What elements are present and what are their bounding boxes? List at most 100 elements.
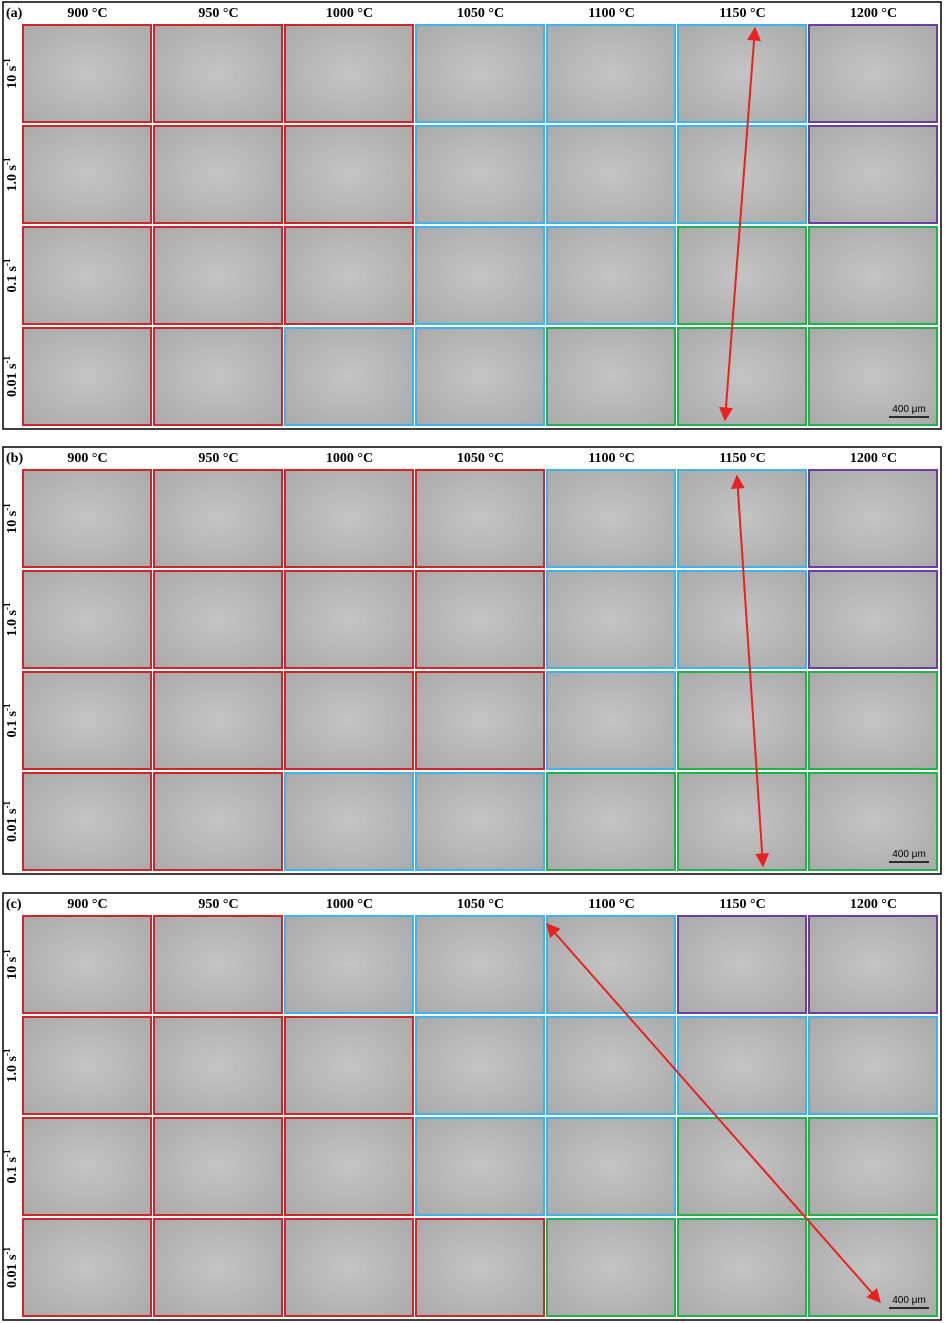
row-label-sup: -1: [2, 503, 12, 511]
micrograph: [546, 125, 676, 224]
row-label-text: 0.01 s: [5, 1254, 20, 1288]
column-header: 1100 °C: [588, 6, 634, 21]
micrograph: [22, 570, 152, 669]
row-label-sup: -1: [2, 58, 12, 66]
micrograph: [153, 1218, 283, 1317]
column-header: 1000 °C: [326, 6, 373, 21]
micrograph: [546, 570, 676, 669]
row-label-text: 10 s: [5, 510, 20, 534]
row-label: 0.01 s-1: [2, 1247, 20, 1288]
panel-label: (a): [6, 6, 23, 21]
micrograph: [808, 226, 938, 325]
row-label-sup: -1: [2, 801, 12, 809]
trend-arrow: [718, 26, 762, 422]
micrograph: [415, 915, 545, 1014]
panel: (b) 900 °C 950 °C 1000 °C 1050 °C 1100 °C 1150…: [2, 446, 942, 875]
micrograph: [546, 1218, 676, 1317]
row-label: 10 s-1: [2, 58, 20, 89]
column-header: 1150 °C: [719, 6, 765, 21]
micrograph: [284, 671, 414, 770]
micrograph: [153, 1016, 283, 1115]
column-header: 950 °C: [198, 451, 238, 466]
column-header: 1000 °C: [326, 897, 373, 912]
column-header: 1200 °C: [850, 6, 897, 21]
row-label: 0.1 s-1: [2, 1149, 20, 1183]
micrograph: [808, 772, 938, 871]
micrograph: [808, 671, 938, 770]
micrograph: [284, 469, 414, 568]
micrograph: [677, 1117, 807, 1216]
micrograph: [546, 327, 676, 426]
panel: (c) 900 °C 950 °C 1000 °C 1050 °C 1100 °C 1150…: [2, 892, 942, 1321]
row-label: 1.0 s-1: [2, 602, 20, 636]
row-label-text: 1.0 s: [5, 164, 20, 191]
column-header: 1050 °C: [457, 451, 504, 466]
row-label-sup: -1: [2, 157, 12, 165]
micrograph: [22, 1016, 152, 1115]
micrograph: [22, 24, 152, 123]
micrograph: [546, 1016, 676, 1115]
micrograph: [415, 1016, 545, 1115]
micrograph: [153, 327, 283, 426]
micrograph: [415, 24, 545, 123]
row-label-text: 10 s: [5, 65, 20, 89]
micrograph: [546, 1117, 676, 1216]
row-label-text: 0.1 s: [5, 265, 20, 292]
row-label-sup: -1: [2, 949, 12, 957]
micrograph: [808, 915, 938, 1014]
micrograph: [808, 1016, 938, 1115]
micrograph: [546, 24, 676, 123]
row-label: 1.0 s-1: [2, 1048, 20, 1082]
micrograph: [22, 915, 152, 1014]
micrograph: [153, 125, 283, 224]
micrograph: [546, 671, 676, 770]
micrograph: [22, 469, 152, 568]
row-label-text: 0.1 s: [5, 710, 20, 737]
column-header: 900 °C: [67, 897, 107, 912]
trend-arrow: [730, 474, 770, 868]
panel-label: (b): [6, 451, 23, 466]
row-label-text: 1.0 s: [5, 1055, 20, 1082]
micrograph: [22, 671, 152, 770]
micrograph: [415, 226, 545, 325]
column-header: 900 °C: [67, 451, 107, 466]
micrograph: [677, 772, 807, 871]
micrograph: [415, 327, 545, 426]
row-label: 1.0 s-1: [2, 157, 20, 191]
micrograph: [284, 24, 414, 123]
micrograph: [415, 469, 545, 568]
micrograph: [153, 772, 283, 871]
micrograph: [153, 469, 283, 568]
micrograph: [153, 1117, 283, 1216]
micrograph: [415, 772, 545, 871]
micrograph: [284, 570, 414, 669]
scale-bar-label: 400 μm: [892, 849, 926, 860]
micrograph: [284, 125, 414, 224]
scale-bar-label: 400 μm: [892, 1295, 926, 1306]
micrograph: [153, 24, 283, 123]
column-header: 1050 °C: [457, 6, 504, 21]
micrograph: [284, 915, 414, 1014]
micrograph: [677, 327, 807, 426]
micrograph: [415, 570, 545, 669]
column-header: 1200 °C: [850, 897, 897, 912]
micrograph: [546, 226, 676, 325]
column-header: 900 °C: [67, 6, 107, 21]
row-label: 10 s-1: [2, 949, 20, 980]
micrograph: [808, 570, 938, 669]
micrograph: [546, 469, 676, 568]
micrograph: [808, 24, 938, 123]
column-header: 1150 °C: [719, 897, 765, 912]
micrograph: [284, 1218, 414, 1317]
column-header: 950 °C: [198, 6, 238, 21]
micrograph: [153, 671, 283, 770]
panel-label: (c): [6, 897, 22, 912]
micrograph: [677, 915, 807, 1014]
micrograph: [677, 671, 807, 770]
micrograph: [22, 1117, 152, 1216]
micrograph: [808, 327, 938, 426]
row-label: 0.1 s-1: [2, 258, 20, 292]
micrograph: [22, 1218, 152, 1317]
scale-bar-label: 400 μm: [892, 404, 926, 415]
micrograph: [153, 226, 283, 325]
